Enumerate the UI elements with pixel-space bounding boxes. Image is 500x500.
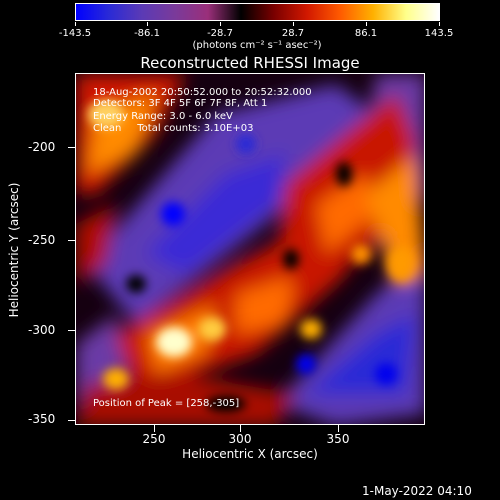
energy-range-text: Energy Range: 3.0 - 6.0 keV [93,111,233,122]
colorbar-tick [147,22,148,26]
x-axis-label: Heliocentric X (arcsec) [182,447,318,461]
colorbar-tick-label: -86.1 [134,28,160,39]
image-canvas [76,74,424,424]
colorbar-tick [75,22,76,26]
y-tick [68,240,75,241]
colorbar-tick [293,22,294,26]
colorbar-tick-label: 86.1 [354,28,378,39]
y-tick [68,147,75,148]
plot-title: Reconstructed RHESSI Image [140,54,360,72]
x-tick-label: 250 [142,432,166,446]
y-axis-label: Heliocentric Y (arcsec) [7,182,21,318]
x-tick [154,425,155,432]
colorbar [75,3,440,21]
detectors-text: Detectors: 3F 4F 5F 6F 7F 8F, Att 1 [93,98,268,109]
y-tick-label: -350 [28,412,56,426]
colorbar-tick [220,22,221,26]
clean-counts-text: Clean Total counts: 3.10E+03 [93,123,254,134]
colorbar-units: (photons cm⁻² s⁻¹ asec⁻²) [192,40,322,51]
footer-date: 1-May-2022 04:10 [362,484,472,498]
time-range-text: 18-Aug-2002 20:50:52.000 to 20:52:32.000 [93,87,312,98]
peak-position-text: Position of Peak = [258,-305] [93,398,240,409]
colorbar-tick [439,22,440,26]
rhessi-image [75,73,425,425]
y-tick-label: -300 [28,323,56,337]
colorbar-tick-label: 28.7 [281,28,305,39]
y-tick [68,330,75,331]
colorbar-tick-label: -28.7 [207,28,233,39]
y-tick [68,420,75,421]
colorbar-tick [366,22,367,26]
x-tick [338,425,339,432]
x-tick-label: 350 [326,432,350,446]
colorbar-tick-label: -143.5 [58,28,92,39]
x-tick-label: 300 [228,432,252,446]
x-tick [240,425,241,432]
y-tick-label: -200 [28,140,56,154]
y-tick-label: -250 [28,233,56,247]
colorbar-tick-label: 143.5 [424,28,454,39]
